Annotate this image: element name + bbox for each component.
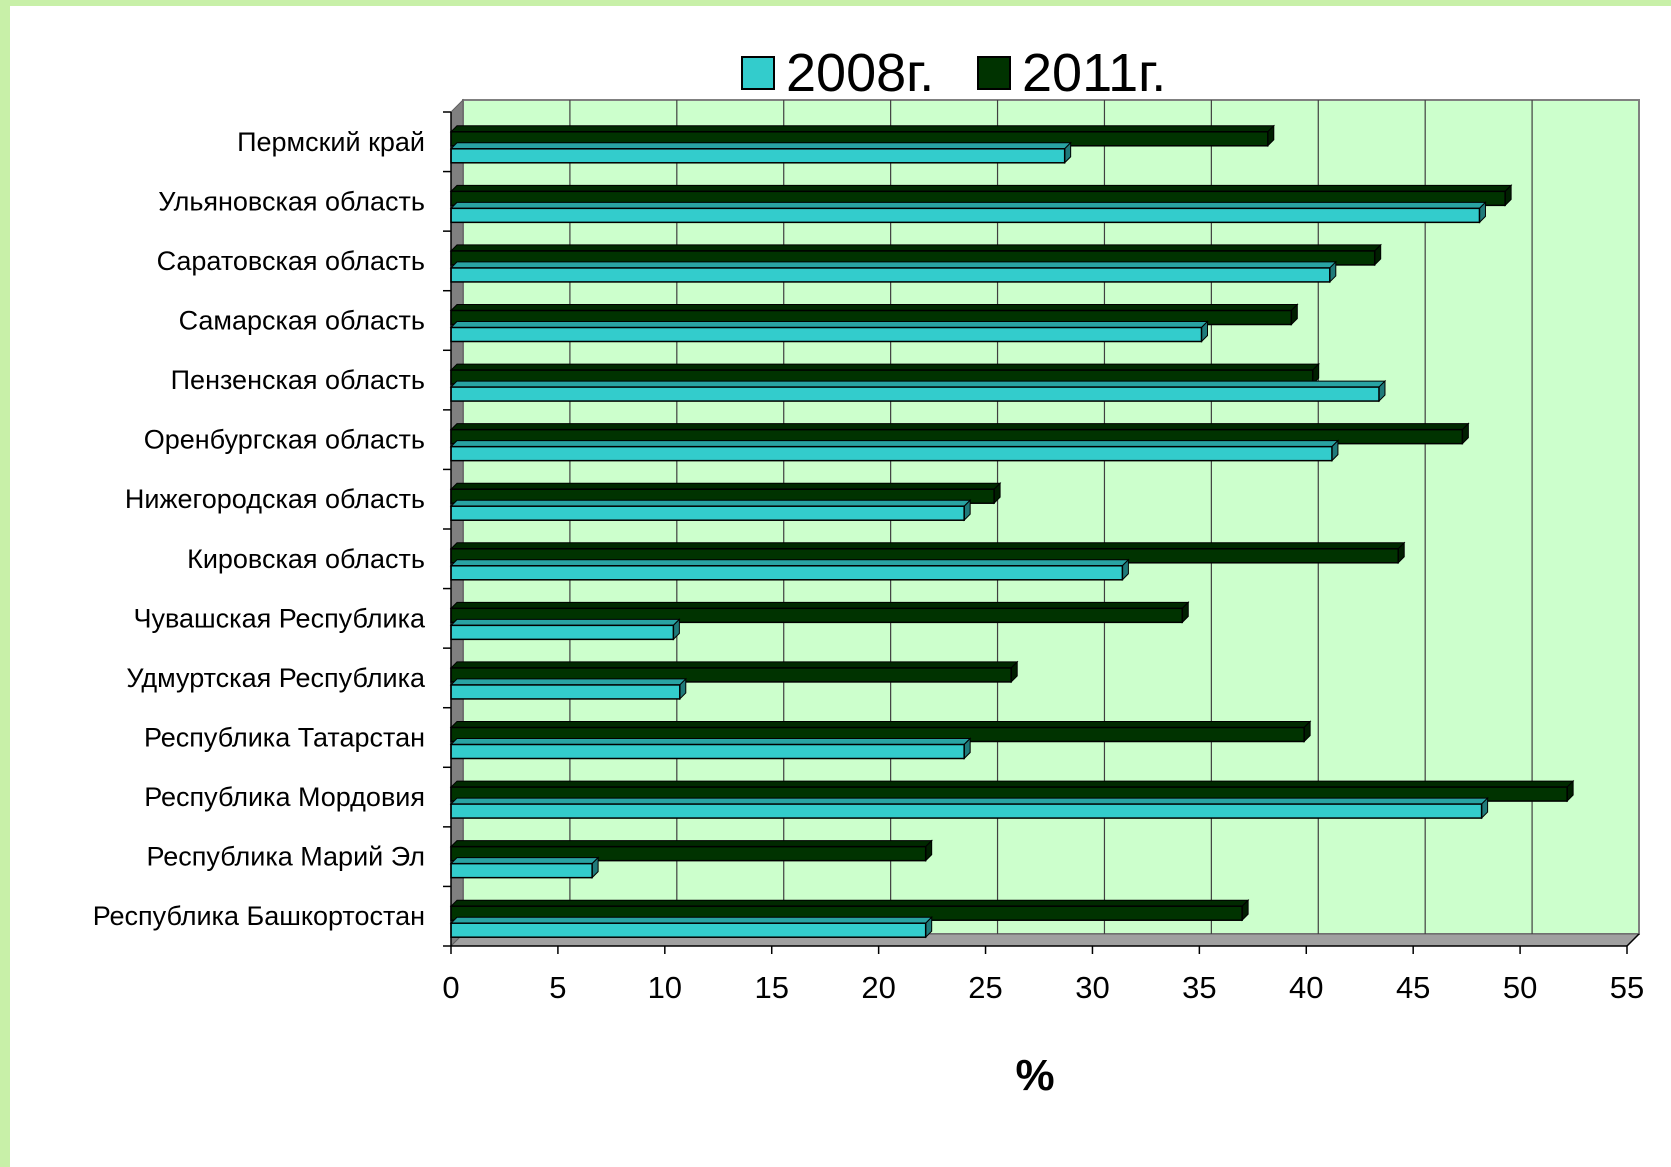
plot-side-wall: [450, 98, 464, 948]
legend-label: 2011г.: [1022, 43, 1166, 103]
category-label: Республика Мордовия: [144, 782, 425, 812]
tick-label: 15: [754, 970, 788, 1005]
tick-label: 55: [1610, 970, 1644, 1005]
bar-top: [449, 721, 1312, 728]
bar-top: [449, 797, 1489, 805]
bar-top: [449, 380, 1387, 388]
legend-swatch: [741, 56, 775, 90]
bar: [450, 148, 1066, 164]
legend-swatch: [977, 56, 1011, 90]
tick-label: 0: [442, 970, 459, 1005]
tick-label: 25: [968, 970, 1002, 1005]
category-label: Республика Башкортостан: [93, 901, 425, 931]
bar-top: [449, 899, 1250, 907]
category-label: Республика Татарстан: [144, 723, 425, 753]
bar: [450, 207, 1481, 224]
bar-top: [449, 780, 1575, 788]
bar-top: [449, 482, 1002, 490]
bar-top: [449, 304, 1299, 311]
bar-top: [449, 840, 933, 848]
bar: [450, 326, 1203, 343]
category-label: Чувашская Республика: [133, 603, 426, 633]
bar-top: [449, 661, 1019, 669]
category-label: Удмуртская Республика: [126, 663, 426, 693]
tick-label: 45: [1396, 970, 1430, 1005]
bar: [450, 624, 675, 641]
bar-top: [449, 201, 1487, 209]
x-axis-label: %: [1015, 1051, 1054, 1100]
category-label: Ульяновская область: [158, 186, 425, 216]
legend: 2008г. 2011г.: [741, 43, 1166, 103]
category-label: Пермский край: [237, 127, 425, 157]
bar-top: [449, 618, 681, 626]
tick-label: 35: [1182, 970, 1216, 1005]
bar-top: [449, 261, 1337, 269]
bar-top: [449, 363, 1320, 371]
tick-label: 5: [549, 970, 566, 1005]
bar-top: [449, 542, 1406, 550]
category-label: Республика Марий Эл: [146, 842, 425, 872]
bar-top: [449, 738, 972, 745]
bar: [450, 743, 965, 760]
category-label: Пензенская область: [171, 365, 425, 395]
bar-top: [449, 601, 1190, 609]
bar: [450, 862, 593, 879]
category-labels: Пермский край Ульяновская область Саратовс…: [93, 127, 426, 931]
tick-label: 30: [1075, 970, 1109, 1005]
bar: [450, 922, 927, 938]
bar-top: [449, 244, 1382, 252]
bar-top: [449, 440, 1340, 448]
tick-label: 10: [648, 970, 682, 1005]
bar-top: [449, 321, 1209, 328]
bar-top: [449, 423, 1470, 431]
category-label: Саратовская область: [157, 246, 425, 276]
bar: [450, 803, 1483, 819]
bar: [450, 565, 1124, 581]
category-label: Самарская область: [179, 306, 425, 336]
bar: [450, 267, 1331, 283]
bar-top: [449, 857, 600, 865]
tick-label: 20: [861, 970, 895, 1005]
legend-label: 2008г.: [786, 43, 934, 103]
bar-top: [449, 184, 1513, 192]
bar: [450, 505, 965, 521]
axes: [443, 111, 1640, 954]
bar: [450, 445, 1333, 462]
bars: [449, 124, 1575, 939]
category-label: Кировская область: [187, 544, 425, 574]
bar-top: [449, 559, 1130, 567]
bar-top: [449, 916, 933, 924]
plot-area: [449, 98, 1641, 948]
bar-top: [449, 678, 687, 686]
tick-label: 50: [1503, 970, 1537, 1005]
category-label: Нижегородская область: [125, 484, 425, 514]
x-axis-end: [1626, 933, 1640, 947]
tick-label: 40: [1289, 970, 1323, 1005]
bar: [450, 684, 681, 700]
category-label: Оренбургская область: [144, 425, 425, 455]
bar-top: [449, 499, 972, 507]
tick-labels: 0 5 10 15 20 25 30 35 40 45 50 55: [442, 970, 1644, 1005]
bar-top: [449, 125, 1275, 133]
bar-top: [449, 142, 1072, 150]
bar: [450, 386, 1380, 402]
